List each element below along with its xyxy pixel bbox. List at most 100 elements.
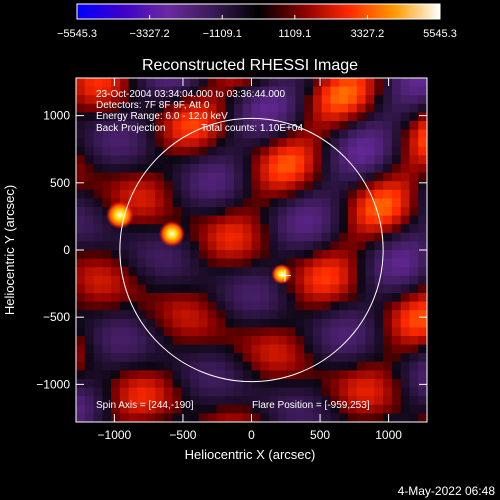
heatmap-cell bbox=[348, 258, 358, 268]
heatmap-cell bbox=[242, 95, 253, 105]
heatmap-cell bbox=[93, 310, 103, 320]
heatmap-cell bbox=[172, 284, 182, 294]
heatmap-cell bbox=[374, 267, 384, 277]
heatmap-cell bbox=[330, 396, 340, 406]
heatmap-cell bbox=[233, 379, 244, 389]
heatmap-cell bbox=[269, 207, 279, 217]
heatmap-cell bbox=[374, 404, 384, 414]
heatmap-cell bbox=[269, 95, 279, 105]
heatmap-cell bbox=[251, 241, 261, 251]
heatmap-cell bbox=[304, 129, 314, 139]
heatmap-cell bbox=[277, 95, 288, 105]
heatmap-cell bbox=[260, 103, 270, 113]
heatmap-cell bbox=[233, 327, 244, 337]
heatmap-cell bbox=[277, 198, 288, 208]
heatmap-cell bbox=[233, 103, 244, 113]
heatmap-cell bbox=[198, 78, 209, 88]
x-tick-label: 1000 bbox=[375, 428, 402, 442]
heatmap-cell bbox=[356, 284, 367, 294]
heatmap-cell bbox=[119, 353, 130, 363]
heatmap-cell bbox=[330, 361, 340, 371]
heatmap-cell bbox=[330, 344, 340, 354]
heatmap-cell bbox=[400, 301, 411, 311]
y-tick-label: 0 bbox=[63, 243, 70, 257]
heatmap-cell bbox=[339, 275, 349, 285]
heatmap-cell bbox=[102, 224, 112, 234]
heatmap-cell bbox=[172, 318, 182, 328]
heatmap-cell bbox=[295, 387, 305, 397]
heatmap-cell bbox=[216, 310, 226, 320]
heatmap-cell bbox=[198, 396, 209, 406]
heatmap-cell bbox=[339, 189, 349, 199]
heatmap-cell bbox=[286, 258, 296, 268]
heatmap-cell bbox=[409, 181, 419, 191]
heatmap-cell bbox=[163, 86, 174, 96]
heatmap-cell bbox=[295, 241, 305, 251]
heatmap-cell bbox=[277, 387, 288, 397]
bright-source bbox=[271, 263, 292, 285]
heatmap-cell bbox=[198, 112, 209, 122]
heatmap-cell bbox=[409, 129, 419, 139]
heatmap-cell bbox=[93, 103, 103, 113]
heatmap-cell bbox=[225, 284, 235, 294]
heatmap-cell bbox=[190, 155, 200, 165]
heatmap-cell bbox=[233, 293, 244, 303]
heatmap-cell bbox=[216, 155, 226, 165]
heatmap-cell bbox=[418, 327, 427, 337]
heatmap-cell bbox=[76, 353, 86, 363]
heatmap-cell bbox=[93, 224, 103, 234]
heatmap-cell bbox=[348, 353, 358, 363]
heatmap-cell bbox=[312, 146, 323, 156]
heatmap-cell bbox=[154, 301, 165, 311]
heatmap-cell bbox=[233, 112, 244, 122]
heatmap-cell bbox=[251, 164, 261, 174]
heatmap-cell bbox=[242, 224, 253, 234]
heatmap-cell bbox=[304, 258, 314, 268]
heatmap-cell bbox=[93, 232, 103, 242]
heatmap-cell bbox=[348, 275, 358, 285]
heatmap-cell bbox=[76, 121, 86, 131]
heatmap-cell bbox=[330, 138, 340, 148]
heatmap-cell bbox=[190, 232, 200, 242]
heatmap-cell bbox=[383, 138, 393, 148]
heatmap-cell bbox=[260, 370, 270, 380]
heatmap-cell bbox=[312, 189, 323, 199]
heatmap-cell bbox=[198, 387, 209, 397]
heatmap-cell bbox=[225, 387, 235, 397]
heatmap-cell bbox=[304, 301, 314, 311]
heatmap-cell bbox=[154, 387, 165, 397]
heatmap-cell bbox=[312, 181, 323, 191]
heatmap-cell bbox=[312, 103, 323, 113]
heatmap-cell bbox=[84, 353, 95, 363]
y-tick-label: −500 bbox=[43, 310, 70, 324]
heatmap-cell bbox=[286, 146, 296, 156]
solar-disk-outline bbox=[119, 117, 384, 383]
heatmap-cell bbox=[418, 310, 427, 320]
heatmap-cell bbox=[242, 301, 253, 311]
heatmap-cell bbox=[374, 250, 384, 260]
heatmap-cell bbox=[76, 232, 86, 242]
heatmap-cell bbox=[330, 379, 340, 389]
heatmap-cell bbox=[269, 396, 279, 406]
heatmap-cell bbox=[172, 207, 182, 217]
heatmap-cell bbox=[154, 112, 165, 122]
heatmap-cell bbox=[330, 267, 340, 277]
heatmap-cell bbox=[251, 370, 261, 380]
heatmap-cell bbox=[330, 275, 340, 285]
heatmap-cell bbox=[321, 103, 332, 113]
heatmap-cell bbox=[172, 370, 182, 380]
heatmap-cell bbox=[128, 129, 139, 139]
heatmap-cell bbox=[128, 112, 139, 122]
heatmap-cell bbox=[348, 396, 358, 406]
heatmap-cell bbox=[286, 232, 296, 242]
heatmap-cell bbox=[339, 250, 349, 260]
heatmap-cell bbox=[163, 103, 174, 113]
heatmap-cell bbox=[154, 327, 165, 337]
heatmap-cell bbox=[198, 327, 209, 337]
heatmap-cell bbox=[163, 121, 174, 131]
heatmap-cell bbox=[163, 207, 174, 217]
heatmap-cell bbox=[269, 379, 279, 389]
heatmap-cell bbox=[163, 155, 174, 165]
heatmap-cell bbox=[391, 284, 402, 294]
heatmap-cell bbox=[391, 404, 402, 414]
